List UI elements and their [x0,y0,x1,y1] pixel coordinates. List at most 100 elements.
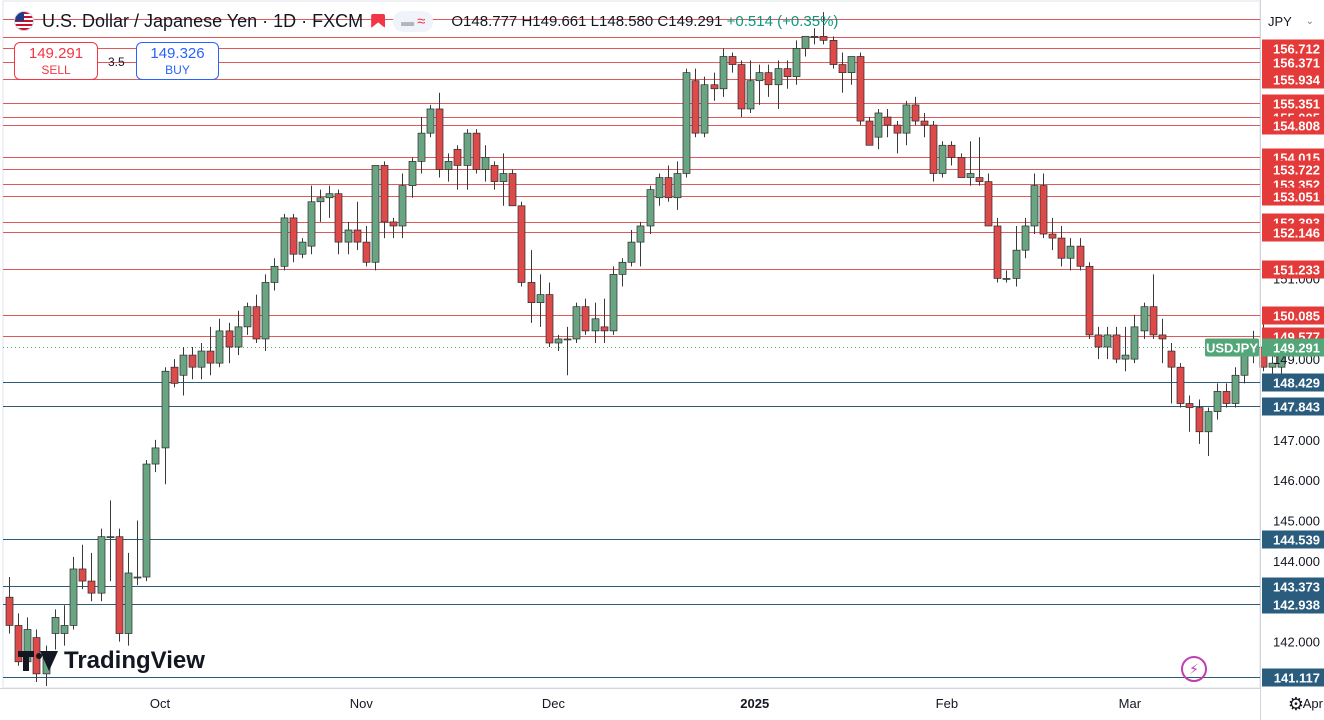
live-indicator-icon [371,14,386,28]
bearish-candle [664,177,673,199]
bearish-candle [389,221,398,227]
bearish-candle [517,205,526,283]
bullish-candle [810,35,819,38]
bearish-candle [435,108,444,170]
data-status-icon[interactable]: ▬ ≈ [393,10,434,32]
change-value: +0.514 (+0.35%) [726,12,839,30]
bearish-candle [490,165,499,182]
resistance-level-label-bg [1262,223,1324,242]
bullish-candle [481,157,490,170]
resistance-level-label-bg [1262,160,1324,179]
resistance-level-label: 156.371 [1273,56,1320,71]
chart-header: U.S. Dollar / Japanese Yen · 1D · FXCM ▬… [14,10,838,32]
bullish-candle [426,108,435,134]
bearish-candle [1158,334,1167,340]
symbol-tag-bg [1205,338,1259,357]
bearish-candle [115,536,124,634]
support-level-label: 148.429 [1273,376,1320,391]
bearish-candle [993,225,1002,279]
bullish-candle [1140,306,1149,332]
open-value: O148.777 [451,12,518,30]
sell-label: SELL [41,63,71,77]
bearish-candle [911,104,920,122]
lightning-icon[interactable]: ⚡ [1181,656,1207,682]
bullish-candle [618,261,627,275]
bullish-candle [536,294,545,303]
buy-price: 149.326 [150,45,205,62]
bullish-candle [1030,185,1039,227]
close-value: C149.291 [657,12,723,30]
bullish-candle [106,536,115,539]
bearish-candle [1176,366,1185,404]
support-level-label-bg [1262,373,1324,392]
support-level-label-bg [1262,397,1324,416]
bearish-candle [984,181,993,227]
x-tick-label: 2025 [740,696,769,711]
bullish-candle [243,306,252,328]
bullish-candle [499,173,508,182]
bullish-candle [1130,326,1139,360]
sell-button[interactable]: 149.291 SELL [14,42,98,80]
symbol-title[interactable]: U.S. Dollar / Japanese Yen · 1D · FXCM [42,10,364,31]
bullish-candle [1204,411,1213,433]
settings-gear-icon[interactable]: ⚙ [1287,694,1305,714]
resistance-level-label: 151.233 [1273,263,1320,278]
bullish-candle [673,173,682,199]
bearish-candle [1112,334,1121,360]
bullish-candle [902,104,911,134]
x-tick-label: Dec [542,696,566,711]
bearish-candle [838,64,847,73]
bearish-candle [957,157,966,178]
resistance-level-label: 152.146 [1273,226,1320,241]
bearish-candle [975,177,984,182]
bullish-candle [371,165,380,263]
bearish-candle [856,56,865,122]
bearish-candle [170,366,179,384]
tradingview-logo[interactable]: TradingView [18,647,205,675]
support-level-label: 142.938 [1273,598,1320,613]
bullish-candle [755,72,764,82]
bullish-candle [280,217,289,267]
bullish-candle [572,306,581,340]
bullish-candle [325,193,334,199]
bullish-candle [417,132,426,162]
bearish-candle [334,193,343,243]
bullish-candle [792,48,801,78]
bearish-candle [225,330,234,348]
bearish-candle [1048,233,1057,239]
bullish-candle [1268,362,1277,368]
bearish-candle [252,306,261,340]
resistance-level-label: 155.351 [1273,97,1320,112]
bullish-candle [408,161,417,186]
resistance-level-label-bg [1262,306,1324,325]
bullish-candle [142,463,151,578]
bearish-candle [508,173,517,207]
currency-value: JPY [1268,13,1292,29]
bearish-candle [362,241,371,263]
resistance-level-label-bg [1262,94,1324,113]
bearish-candle [353,229,362,243]
bullish-candle [344,229,353,243]
bullish-candle [197,350,206,368]
bullish-candle [398,185,407,227]
bullish-candle [151,447,160,465]
horizontal-levels [3,19,1260,678]
buy-button[interactable]: 149.326 BUY [136,42,219,80]
bearish-candle [206,350,215,364]
bullish-candle [700,84,709,134]
bearish-candle [1085,265,1094,336]
high-value: H149.661 [521,12,587,30]
bullish-candle [69,568,78,626]
bullish-candle [874,112,883,138]
currency-selector[interactable]: JPY ⌄ [1262,6,1320,36]
level-price-labels: 156.712156.371155.934155.351155.005154.8… [1205,39,1324,687]
ohlc-readout: O148.777 H149.661 L148.580 C149.291 +0.5… [451,13,838,30]
x-tick-label: Oct [150,696,171,711]
bullish-candle [1103,334,1112,348]
x-tick-label: Mar [1119,696,1142,711]
bullish-candle [801,35,810,49]
bearish-candle [1167,350,1176,368]
bullish-candle [847,56,856,73]
bullish-candle [1213,391,1222,412]
